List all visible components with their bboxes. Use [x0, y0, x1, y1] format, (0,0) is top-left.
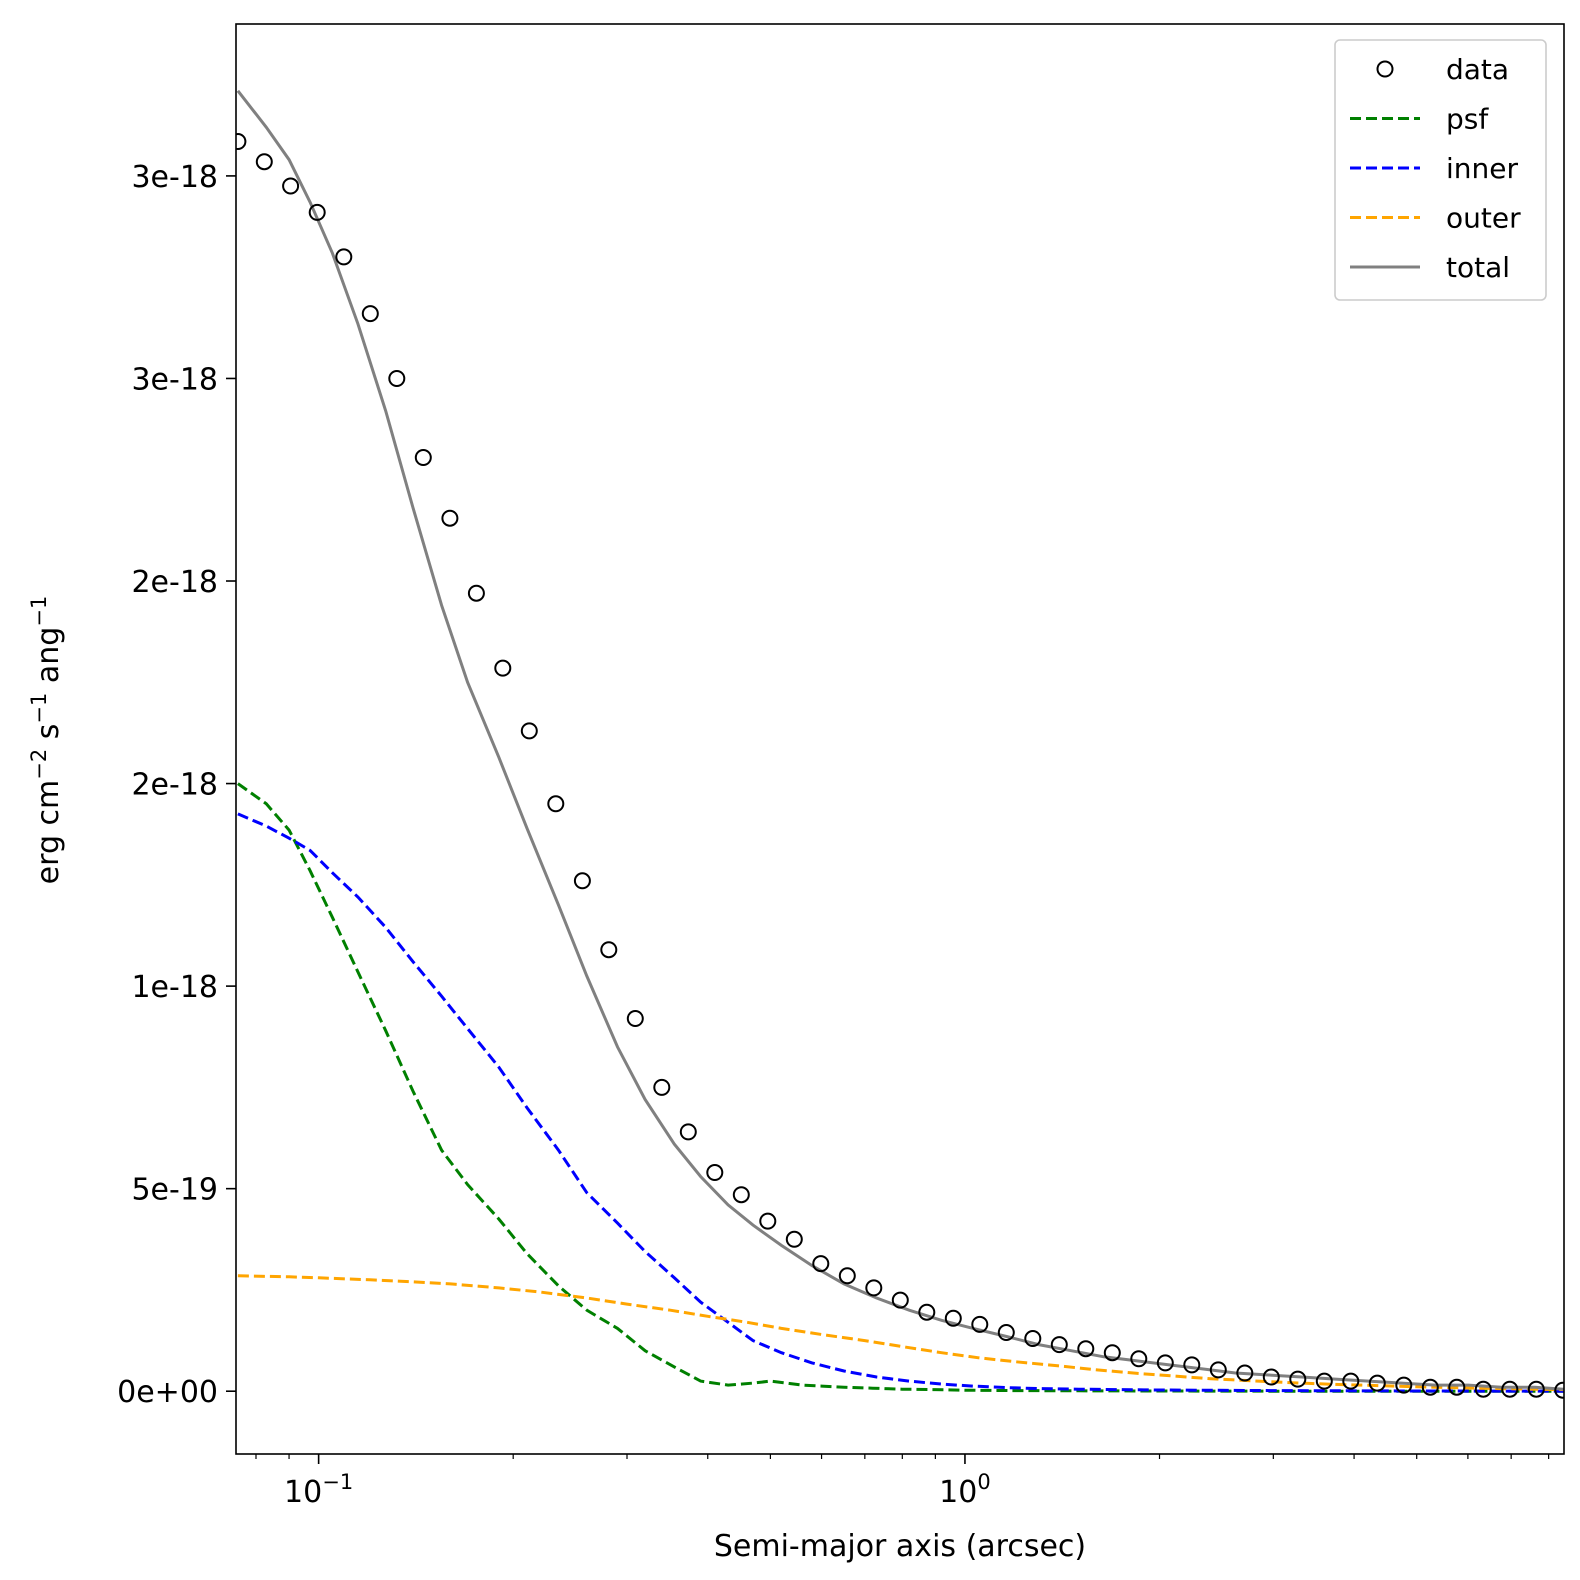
data-point: [494, 659, 512, 677]
series-line-total: [236, 89, 1564, 1391]
data-point: [838, 1267, 856, 1285]
data-point: [1262, 1368, 1280, 1386]
y-tick-label: 2e-18: [131, 565, 218, 600]
data-point: [1368, 1374, 1386, 1392]
data-point: [1024, 1330, 1042, 1347]
data-point: [785, 1230, 803, 1248]
data-point: [1395, 1376, 1413, 1394]
data-point: [812, 1255, 830, 1273]
data-point: [236, 133, 247, 150]
series-line-outer: [237, 1274, 1564, 1392]
data-point: [1554, 1381, 1564, 1399]
data-point: [255, 153, 273, 171]
data-point: [1527, 1380, 1545, 1398]
data-point: [759, 1212, 777, 1230]
x-axis: 10−1 100: [255, 1454, 1550, 1510]
y-tick-label: 3e-18: [131, 160, 218, 195]
data-point: [414, 449, 432, 466]
data-point: [997, 1324, 1015, 1341]
data-point: [1342, 1372, 1360, 1390]
data-point: [1077, 1340, 1095, 1358]
data-point: [1289, 1370, 1307, 1388]
data-point: [388, 370, 406, 387]
data-point: [547, 795, 565, 813]
series-layer: [236, 89, 1564, 1393]
data-point: [467, 584, 485, 602]
legend-label-data: data: [1446, 53, 1509, 86]
data-point: [865, 1279, 883, 1297]
legend: data psf inner outer total: [1334, 39, 1547, 301]
data-point: [573, 872, 591, 890]
data-point: [335, 248, 353, 266]
data-point: [1183, 1356, 1201, 1374]
data-point: [600, 941, 618, 959]
data-point: [732, 1186, 750, 1204]
data-point: [626, 1010, 644, 1027]
y-tick-label: 1e-18: [131, 970, 218, 1005]
x-axis-title: Semi-major axis (arcsec): [714, 1529, 1086, 1564]
data-point: [361, 305, 379, 323]
data-point: [706, 1164, 724, 1181]
legend-label-total: total: [1446, 251, 1510, 284]
x-tick-label: 100: [939, 1470, 991, 1510]
data-markers: [236, 133, 1564, 1399]
y-tick-label: 3e-18: [131, 362, 218, 397]
y-axis-title: erg cm−2 s−1 ang−1: [27, 596, 66, 885]
data-point: [679, 1123, 697, 1141]
data-point: [308, 203, 326, 221]
data-point: [1103, 1344, 1121, 1362]
legend-swatch-data: [1376, 60, 1394, 78]
data-point: [441, 509, 459, 527]
data-point: [1474, 1380, 1492, 1398]
y-tick-label: 2e-18: [131, 768, 218, 803]
x-tick-label: 10−1: [284, 1470, 353, 1510]
legend-label-inner: inner: [1446, 152, 1518, 185]
data-point: [1421, 1378, 1439, 1396]
y-tick-label: 5e-19: [131, 1173, 218, 1208]
data-point: [971, 1315, 989, 1333]
data-point: [520, 722, 538, 740]
y-tick-label: 0e+00: [117, 1375, 218, 1410]
y-axis: 0e+00 5e-19 1e-18 2e-18 2e-18 3e-18 3e-18: [117, 160, 236, 1410]
data-point: [1315, 1372, 1333, 1390]
data-point: [282, 177, 300, 195]
data-point: [1130, 1350, 1148, 1368]
plot-frame: [235, 23, 1565, 1455]
legend-label-psf: psf: [1446, 103, 1489, 136]
data-point: [944, 1309, 962, 1327]
data-point: [1156, 1354, 1174, 1372]
legend-label-outer: outer: [1446, 202, 1521, 235]
legend-box: [1334, 39, 1547, 301]
data-point: [653, 1078, 671, 1096]
data-point: [1209, 1361, 1227, 1379]
data-point: [891, 1291, 909, 1309]
data-point: [918, 1303, 936, 1321]
data-point: [1050, 1336, 1068, 1354]
data-point: [1236, 1364, 1254, 1382]
data-point: [1501, 1380, 1519, 1398]
series-line-psf: [237, 782, 1564, 1393]
data-point: [1448, 1378, 1466, 1396]
series-line-inner: [237, 812, 1564, 1393]
